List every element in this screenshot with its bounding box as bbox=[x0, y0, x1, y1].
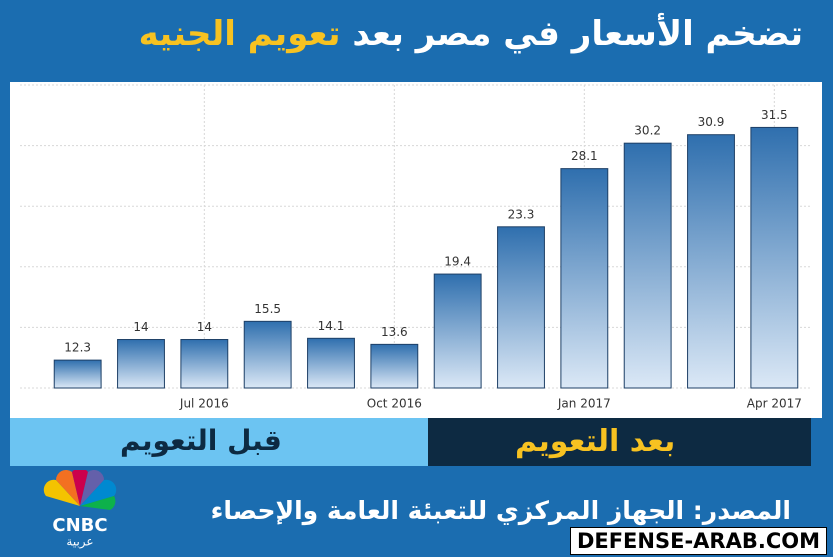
bar bbox=[180, 339, 229, 389]
bar bbox=[497, 226, 545, 389]
x-tick-label: Oct 2016 bbox=[367, 397, 422, 411]
bar bbox=[307, 337, 355, 389]
value-label: 14 bbox=[133, 320, 148, 334]
watermark: DEFENSE-ARAB.COM bbox=[569, 527, 827, 555]
before-label: قبل التعويم bbox=[120, 424, 282, 457]
value-label: 28.1 bbox=[571, 149, 598, 163]
value-label: 13.6 bbox=[381, 325, 408, 339]
bar bbox=[243, 320, 292, 389]
bar bbox=[53, 359, 102, 389]
title-main: تضخم الأسعار في مصر بعد bbox=[352, 14, 803, 54]
source: المصدر: الجهاز المركزي للتعبئة العامة وا… bbox=[210, 496, 791, 525]
after-band bbox=[428, 418, 811, 466]
value-label: 31.5 bbox=[761, 108, 788, 122]
bar bbox=[370, 343, 419, 389]
value-label: 30.9 bbox=[698, 115, 725, 129]
x-tick-label: Jan 2017 bbox=[557, 397, 611, 411]
after-label: بعد التعويم bbox=[515, 424, 676, 459]
value-label: 23.3 bbox=[508, 207, 535, 221]
bar bbox=[117, 339, 165, 389]
value-label: 14 bbox=[197, 320, 212, 334]
bar bbox=[623, 142, 672, 389]
logo: CNBC عربية bbox=[43, 470, 117, 550]
bar bbox=[687, 134, 735, 389]
bar bbox=[560, 168, 609, 389]
value-label: 30.2 bbox=[634, 124, 661, 138]
logo-sub: عربية bbox=[66, 535, 93, 550]
before-band bbox=[10, 418, 428, 466]
title: تضخم الأسعار في مصر بعد تعويم الجنيه bbox=[139, 14, 803, 54]
x-tick-label: Apr 2017 bbox=[747, 397, 802, 411]
bar bbox=[433, 273, 482, 389]
value-label: 15.5 bbox=[254, 302, 281, 316]
value-label: 12.3 bbox=[64, 341, 91, 355]
title-highlight: تعويم الجنيه bbox=[138, 14, 341, 54]
x-tick-label: Jul 2016 bbox=[179, 397, 229, 411]
logo-name: CNBC bbox=[52, 515, 107, 536]
value-label: 19.4 bbox=[444, 255, 471, 269]
value-label: 14.1 bbox=[318, 319, 345, 333]
bar bbox=[750, 126, 799, 389]
